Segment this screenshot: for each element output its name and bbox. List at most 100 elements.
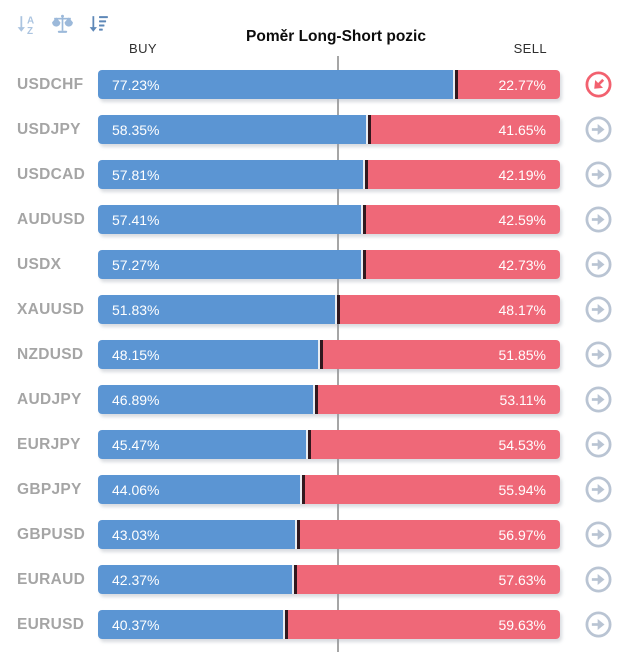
segment-divider — [365, 160, 369, 189]
buy-value: 48.15% — [112, 346, 160, 363]
pair-label: USDX — [17, 255, 62, 273]
pair-label: EURJPY — [17, 435, 81, 453]
table-row: USDX 57.27% 42.73% — [0, 242, 627, 287]
open-instrument-button[interactable] — [584, 205, 613, 234]
sort-amount-descending-icon[interactable] — [85, 11, 112, 38]
segment-gap — [294, 520, 297, 549]
segment-gap — [282, 610, 285, 639]
buy-column-label: BUY — [129, 41, 157, 56]
pair-label: GBPJPY — [17, 480, 82, 498]
pair-label: EURAUD — [17, 570, 86, 588]
sell-bar-segment: 22.77% — [457, 70, 560, 99]
buy-bar-segment: 46.89% — [98, 385, 313, 414]
sell-value: 41.65% — [498, 121, 546, 138]
pair-label: USDCAD — [17, 165, 86, 183]
open-instrument-button[interactable] — [584, 70, 613, 99]
segment-divider — [293, 565, 297, 594]
long-short-bar: 57.41% 42.59% — [98, 205, 560, 234]
buy-bar-segment: 48.15% — [98, 340, 319, 369]
sell-bar-segment: 57.63% — [296, 565, 560, 594]
segment-gap — [318, 340, 321, 369]
buy-value: 57.81% — [112, 166, 160, 183]
buy-value: 51.83% — [112, 301, 160, 318]
long-short-bar: 58.35% 41.65% — [98, 115, 560, 144]
open-instrument-button[interactable] — [584, 115, 613, 144]
long-short-bar: 43.03% 56.97% — [98, 520, 560, 549]
open-instrument-button[interactable] — [584, 430, 613, 459]
long-short-bar: 42.37% 57.63% — [98, 565, 560, 594]
buy-bar-segment: 44.06% — [98, 475, 300, 504]
balance-scale-icon[interactable] — [49, 11, 76, 38]
buy-value: 77.23% — [112, 76, 160, 93]
segment-divider — [362, 250, 366, 279]
segment-gap — [361, 205, 364, 234]
sell-column-label: SELL — [513, 41, 547, 56]
segment-divider — [301, 475, 305, 504]
sell-bar-segment: 54.53% — [311, 430, 560, 459]
table-row: GBPJPY 44.06% 55.94% — [0, 467, 627, 512]
segment-divider — [454, 70, 458, 99]
pair-label: XAUUSD — [17, 300, 85, 318]
open-instrument-button[interactable] — [584, 295, 613, 324]
sell-value: 54.53% — [498, 436, 546, 453]
segment-divider — [363, 205, 367, 234]
buy-bar-segment: 58.35% — [98, 115, 366, 144]
open-instrument-button[interactable] — [584, 610, 613, 639]
long-short-bar: 46.89% 53.11% — [98, 385, 560, 414]
buy-bar-segment: 43.03% — [98, 520, 295, 549]
table-row: XAUUSD 51.83% 48.17% — [0, 287, 627, 332]
sell-bar-segment: 48.17% — [340, 295, 560, 324]
buy-bar-segment: 77.23% — [98, 70, 453, 99]
open-instrument-button[interactable] — [584, 475, 613, 504]
sell-value: 55.94% — [498, 481, 546, 498]
table-row: NZDUSD 48.15% 51.85% — [0, 332, 627, 377]
buy-value: 57.41% — [112, 211, 160, 228]
pair-label: AUDUSD — [17, 210, 86, 228]
pair-label: NZDUSD — [17, 345, 84, 363]
sell-bar-segment: 56.97% — [299, 520, 560, 549]
table-row: USDCAD 57.81% 42.19% — [0, 152, 627, 197]
sell-bar-segment: 51.85% — [323, 340, 560, 369]
table-row: EURUSD 40.37% 59.63% — [0, 602, 627, 647]
buy-value: 57.27% — [112, 256, 160, 273]
open-instrument-button[interactable] — [584, 340, 613, 369]
svg-text:Z: Z — [27, 26, 33, 37]
pair-label: USDJPY — [17, 120, 81, 138]
open-instrument-button[interactable] — [584, 520, 613, 549]
sell-value: 42.59% — [498, 211, 546, 228]
long-short-bar: 44.06% 55.94% — [98, 475, 560, 504]
open-instrument-button[interactable] — [584, 250, 613, 279]
buy-value: 40.37% — [112, 616, 160, 633]
pair-label: AUDJPY — [17, 390, 82, 408]
sort-toolbar: A Z — [13, 11, 112, 38]
segment-gap — [312, 385, 315, 414]
sell-value: 57.63% — [498, 571, 546, 588]
segment-divider — [320, 340, 324, 369]
sell-value: 22.77% — [498, 76, 546, 93]
segment-gap — [365, 115, 368, 144]
buy-value: 44.06% — [112, 481, 160, 498]
buy-bar-segment: 42.37% — [98, 565, 292, 594]
sell-value: 56.97% — [498, 526, 546, 543]
open-instrument-button[interactable] — [584, 385, 613, 414]
long-short-bar: 77.23% 22.77% — [98, 70, 560, 99]
svg-text:A: A — [27, 15, 34, 26]
buy-bar-segment: 40.37% — [98, 610, 283, 639]
long-short-bar: 45.47% 54.53% — [98, 430, 560, 459]
segment-divider — [284, 610, 288, 639]
buy-value: 43.03% — [112, 526, 160, 543]
long-short-bar: 51.83% 48.17% — [98, 295, 560, 324]
sort-alphabetical-descending-icon[interactable]: A Z — [13, 11, 40, 38]
sell-bar-segment: 55.94% — [304, 475, 560, 504]
sell-bar-segment: 42.73% — [365, 250, 560, 279]
open-instrument-button[interactable] — [584, 160, 613, 189]
sell-bar-segment: 42.19% — [368, 160, 560, 189]
table-row: AUDJPY 46.89% 53.11% — [0, 377, 627, 422]
segment-divider — [308, 430, 312, 459]
buy-bar-segment: 57.27% — [98, 250, 361, 279]
segment-gap — [335, 295, 338, 324]
open-instrument-button[interactable] — [584, 565, 613, 594]
ratio-rows: USDCHF 77.23% 22.77% USDJPY 58.35% — [0, 62, 627, 647]
table-row: GBPUSD 43.03% 56.97% — [0, 512, 627, 557]
